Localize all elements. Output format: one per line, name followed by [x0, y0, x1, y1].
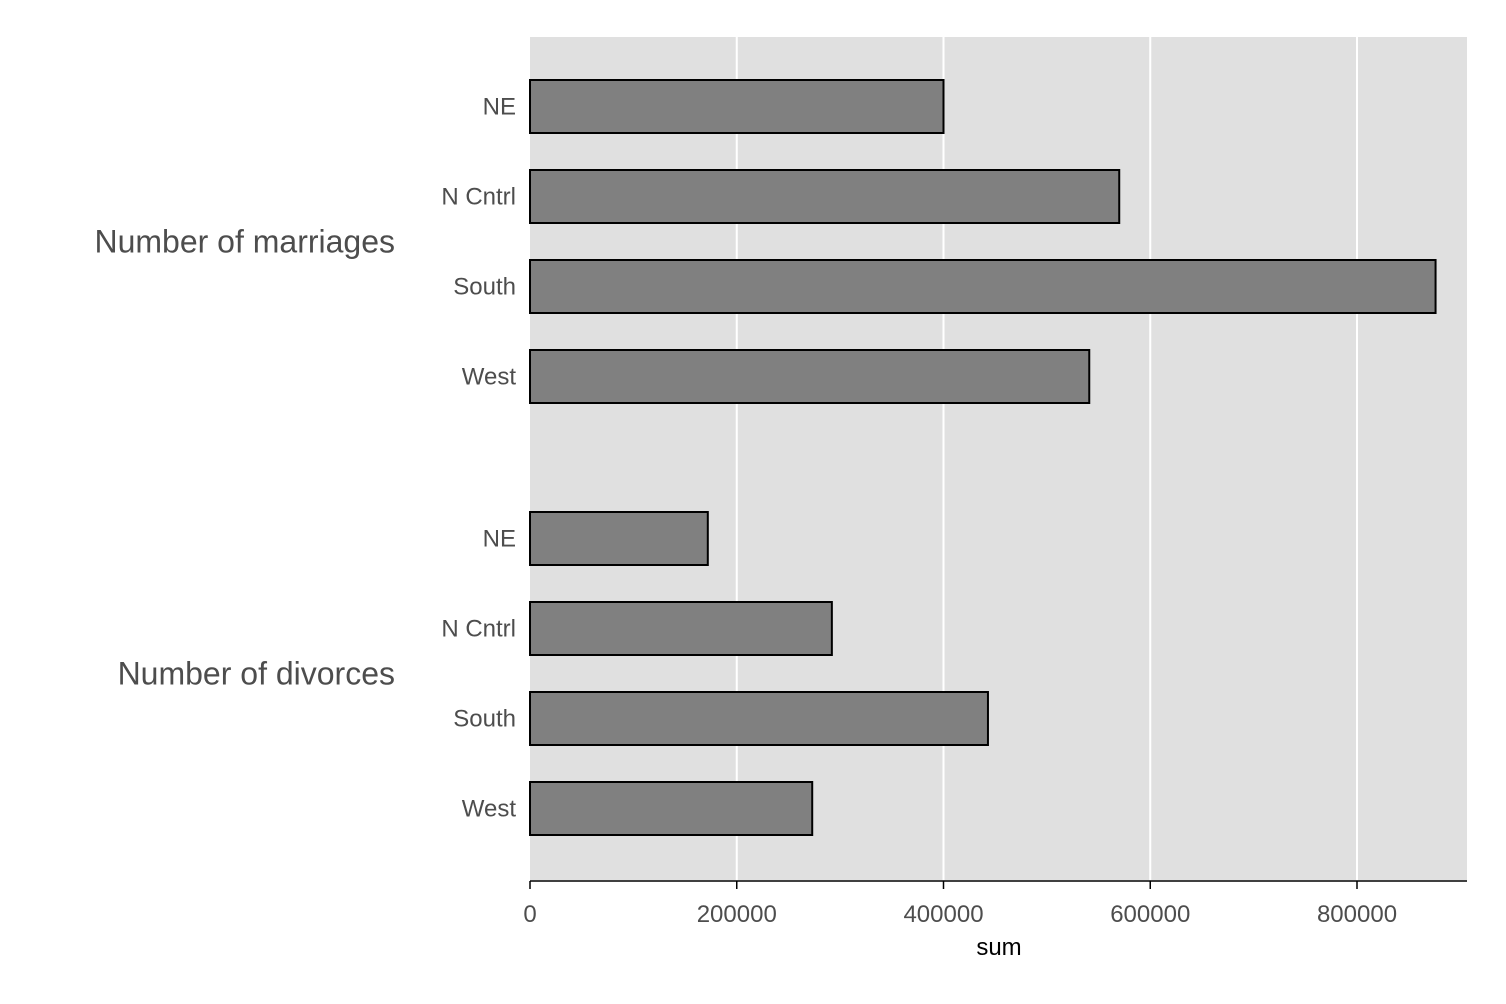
category-label: South: [453, 706, 516, 733]
x-tick-label: 600000: [1110, 901, 1190, 928]
bar: [529, 349, 1091, 404]
bar: [529, 691, 989, 746]
bar: [529, 79, 945, 134]
group-label: Number of divorces: [118, 656, 395, 692]
bar: [529, 511, 709, 566]
category-label: NE: [483, 94, 516, 121]
bar: [529, 781, 814, 836]
group-labels: Number of marriages Number of divorces: [94, 224, 395, 692]
category-label: N Cntrl: [441, 616, 516, 643]
category-label: West: [462, 796, 517, 823]
bar: [529, 259, 1437, 314]
plot-area: [530, 37, 1467, 880]
x-tick-label: 0: [523, 901, 536, 928]
bars: [529, 79, 1437, 836]
category-label: South: [453, 274, 516, 301]
category-label: West: [462, 364, 517, 391]
bar: [529, 169, 1121, 224]
category-label: N Cntrl: [441, 184, 516, 211]
category-labels: NE N Cntrl South West NE N Cntrl South West: [441, 94, 516, 823]
category-label: NE: [483, 526, 516, 553]
bar: [529, 601, 833, 656]
x-axis-title: sum: [976, 934, 1021, 961]
x-tick-label: 400000: [903, 901, 983, 928]
x-tick-label: 200000: [697, 901, 777, 928]
x-tick-label: 800000: [1317, 901, 1397, 928]
x-axis-ticks: 0 200000 400000 600000 800000: [523, 881, 1397, 928]
group-label: Number of marriages: [94, 224, 395, 260]
